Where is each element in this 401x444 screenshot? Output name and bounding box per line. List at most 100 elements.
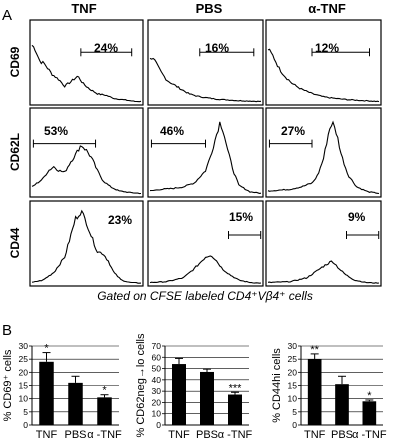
histogram-cd44-tnf xyxy=(29,200,144,287)
pct-cd44-anti-tnf: 9% xyxy=(348,210,366,224)
y-axis-label: % CD69⁺ cells xyxy=(2,349,14,421)
x-category-label: TNF xyxy=(36,429,58,441)
panel-a-label: A xyxy=(2,7,12,24)
histogram-grid xyxy=(29,19,382,287)
column-header-anti-tnf: α-TNF xyxy=(308,1,346,16)
histogram-frame xyxy=(265,200,382,287)
y-tick-label: 5 xyxy=(292,407,297,417)
significance-marker: *** xyxy=(229,382,243,394)
x-category-label: PBS xyxy=(331,429,353,441)
significance-marker: * xyxy=(44,343,49,355)
gating-note: Gated on CFSE labeled CD4⁺Vβ4⁺ cells xyxy=(97,289,313,303)
bar-chart-3: % CD44hi cells 0 5 10 15 20 25 30 ** TNF PBS * α -TN… xyxy=(271,341,387,441)
histogram-curve xyxy=(149,255,262,284)
y-axis-label: % CD44hi cells xyxy=(271,348,283,423)
y-tick-label: 0 xyxy=(23,420,28,430)
y-tick-label: 10 xyxy=(152,409,162,419)
y-tick-label: 0 xyxy=(156,420,161,430)
x-category-label: TNF xyxy=(168,429,190,441)
gate-marker xyxy=(150,139,206,148)
y-tick-label: 15 xyxy=(288,381,298,391)
bar xyxy=(97,397,112,425)
y-tick-label: 10 xyxy=(19,394,29,404)
histogram-cd44-anti-tnf xyxy=(265,200,382,287)
histogram-frame xyxy=(29,200,144,287)
bar xyxy=(172,364,186,425)
histogram-cd69-tnf xyxy=(29,19,144,106)
bar xyxy=(307,359,322,425)
histogram-curve xyxy=(31,44,142,103)
y-tick-label: 20 xyxy=(288,367,298,377)
histogram-frame xyxy=(147,19,264,106)
column-header-pbs: PBS xyxy=(196,1,223,16)
histogram-cd44-pbs xyxy=(147,200,264,287)
histogram-curve xyxy=(149,57,262,103)
pct-cd69-anti-tnf: 12% xyxy=(315,41,339,55)
gate-marker xyxy=(199,48,255,57)
x-category-label: α -TNF xyxy=(352,429,387,441)
histogram-frame xyxy=(29,107,144,198)
x-category-label: TNF xyxy=(304,429,326,441)
bar xyxy=(39,361,54,425)
y-tick-label: 60 xyxy=(152,352,162,362)
x-category-label: PBS xyxy=(64,429,86,441)
histogram-frame xyxy=(29,19,144,106)
pct-cd69-tnf: 24% xyxy=(94,41,118,55)
x-category-label: α -TNF xyxy=(87,429,122,441)
pct-cd44-pbs: 15% xyxy=(229,210,253,224)
bar xyxy=(335,384,349,425)
bar xyxy=(200,371,214,425)
bar-chart-1: % CD69⁺ cells 0 5 10 15 20 25 30 * TNF PBS * α -TNF xyxy=(2,341,122,441)
y-tick-label: 25 xyxy=(19,354,29,364)
histogram-curve xyxy=(267,120,380,195)
bar xyxy=(228,394,242,425)
histogram-cd62l-pbs xyxy=(147,107,264,198)
row-label-cd62l: CD62L xyxy=(8,133,22,171)
panel-b-label: B xyxy=(2,322,12,339)
bar xyxy=(362,401,377,425)
y-tick-label: 25 xyxy=(288,354,298,364)
histogram-curve xyxy=(31,145,142,195)
y-tick-label: 10 xyxy=(288,394,298,404)
row-label-cd69: CD69 xyxy=(8,46,22,77)
gate-marker xyxy=(32,139,97,148)
histogram-curve xyxy=(267,260,380,284)
row-label-cd44: CD44 xyxy=(8,227,22,258)
y-tick-label: 50 xyxy=(152,364,162,374)
y-tick-label: 5 xyxy=(23,407,28,417)
y-tick-label: 15 xyxy=(19,381,29,391)
significance-marker: * xyxy=(102,385,107,397)
column-header-tnf: TNF xyxy=(71,1,96,16)
histogram-frame xyxy=(147,107,264,198)
y-tick-label: 20 xyxy=(152,397,162,407)
y-tick-label: 40 xyxy=(152,375,162,385)
pct-cd62l-anti-tnf: 27% xyxy=(281,124,305,138)
y-tick-label: 30 xyxy=(152,386,162,396)
y-axis-label: % CD62neg→lo cells xyxy=(135,333,147,437)
histogram-cd69-pbs xyxy=(147,19,264,106)
significance-marker: * xyxy=(367,390,372,402)
histogram-cd62l-anti-tnf xyxy=(265,107,382,198)
pct-cd44-tnf: 23% xyxy=(108,213,132,227)
histogram-curve xyxy=(31,209,142,284)
y-tick-label: 70 xyxy=(152,341,162,351)
significance-marker: ** xyxy=(310,344,319,356)
y-tick-label: 30 xyxy=(19,341,29,351)
histogram-frame xyxy=(265,107,382,198)
y-tick-label: 30 xyxy=(288,341,298,351)
histogram-frame xyxy=(147,200,264,287)
y-tick-label: 0 xyxy=(292,420,297,430)
pct-cd62l-pbs: 46% xyxy=(160,124,184,138)
pct-cd69-pbs: 16% xyxy=(205,41,229,55)
bar xyxy=(68,382,83,425)
gate-marker xyxy=(228,231,262,239)
gate-marker xyxy=(311,48,370,57)
histogram-curve xyxy=(267,48,380,103)
histogram-frame xyxy=(265,19,382,106)
bar-charts: % CD69⁺ cells 0 5 10 15 20 25 30 * TNF PBS * α -TNF%… xyxy=(2,333,387,441)
x-category-label: PBS xyxy=(196,429,218,441)
gate-marker xyxy=(268,139,313,148)
y-tick-label: 20 xyxy=(19,367,29,377)
